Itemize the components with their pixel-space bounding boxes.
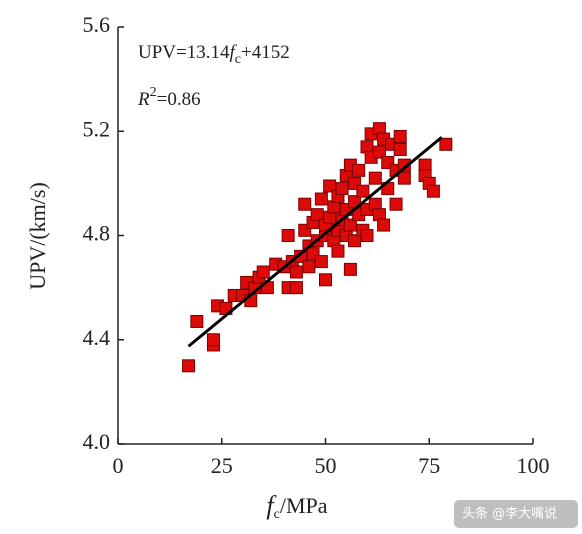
point <box>389 197 403 211</box>
x-tick-label: 0 <box>113 453 124 478</box>
equation: UPV=13.14fc+4152 <box>138 42 290 67</box>
x-tick-label: 100 <box>517 453 550 478</box>
point <box>314 192 328 206</box>
watermark-bg <box>454 500 578 528</box>
point <box>190 315 204 329</box>
point <box>426 184 440 198</box>
point <box>393 142 407 156</box>
x-tick-label: 50 <box>315 453 337 478</box>
point <box>289 265 303 279</box>
point <box>368 171 382 185</box>
eq-part: +4152 <box>241 42 290 63</box>
point <box>343 262 357 276</box>
point <box>256 265 270 279</box>
xlabel-part: f <box>266 491 277 520</box>
point <box>289 281 303 295</box>
r2-part: R <box>137 89 150 110</box>
y-tick-label: 5.2 <box>83 116 111 141</box>
y-tick-label: 4.8 <box>83 221 111 246</box>
eq-part: f <box>229 42 237 63</box>
watermark: 头条 @李大嘴说 <box>462 506 557 522</box>
point <box>302 260 316 274</box>
xlabel-part: /MPa <box>280 493 328 518</box>
point <box>356 184 370 198</box>
point <box>439 137 453 151</box>
point <box>397 158 411 172</box>
point <box>331 244 345 258</box>
point <box>281 229 295 242</box>
r-squared: R2=0.86 <box>137 85 201 110</box>
point <box>182 359 196 373</box>
point <box>352 163 366 177</box>
point <box>372 145 386 159</box>
point <box>206 333 220 347</box>
r2-part: =0.86 <box>157 89 201 110</box>
point <box>397 171 411 185</box>
point <box>360 229 374 242</box>
point <box>393 129 407 143</box>
eq-part: UPV=13.14 <box>138 42 230 63</box>
x-axis-label: fc/MPa <box>266 491 327 522</box>
xlabel-part: c <box>274 507 280 522</box>
point <box>335 182 349 196</box>
point <box>319 273 332 287</box>
y-axis-label: UPV/(km/s) <box>25 182 50 290</box>
point <box>377 218 391 232</box>
point <box>298 197 312 211</box>
y-tick-label: 5.6 <box>83 12 111 37</box>
eq-part: c <box>235 52 241 67</box>
y-tick-label: 4.4 <box>83 325 111 350</box>
y-tick-label: 4.0 <box>83 429 111 454</box>
fit-line <box>187 136 443 348</box>
point <box>314 255 328 269</box>
r2-part: 2 <box>150 85 157 100</box>
x-tick-label: 25 <box>211 453 233 478</box>
x-tick-label: 75 <box>418 453 440 478</box>
